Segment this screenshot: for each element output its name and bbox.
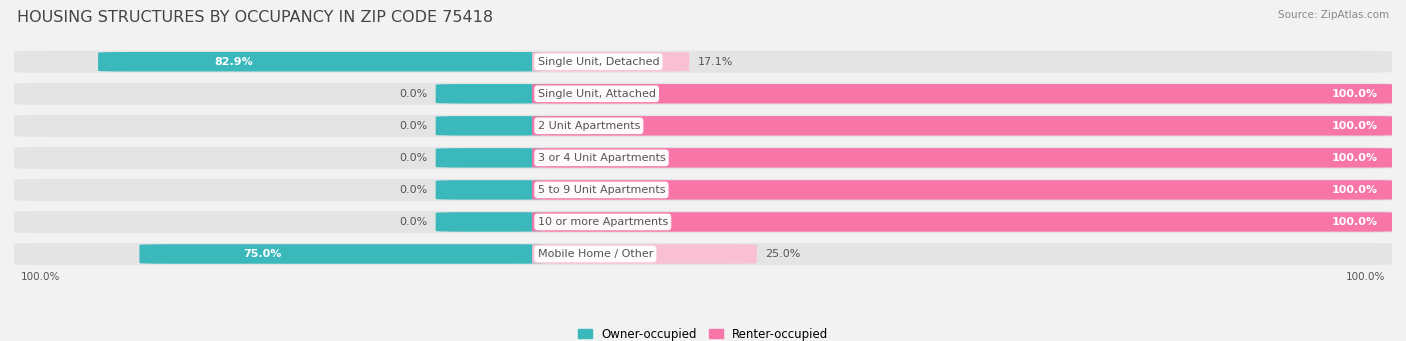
Text: Single Unit, Attached: Single Unit, Attached xyxy=(537,89,655,99)
FancyBboxPatch shape xyxy=(98,52,543,72)
FancyBboxPatch shape xyxy=(14,211,1392,233)
Text: 0.0%: 0.0% xyxy=(399,185,427,195)
FancyBboxPatch shape xyxy=(436,116,543,136)
Legend: Owner-occupied, Renter-occupied: Owner-occupied, Renter-occupied xyxy=(578,328,828,341)
Text: Source: ZipAtlas.com: Source: ZipAtlas.com xyxy=(1278,10,1389,20)
Text: 0.0%: 0.0% xyxy=(399,217,427,227)
Text: 3 or 4 Unit Apartments: 3 or 4 Unit Apartments xyxy=(537,153,665,163)
FancyBboxPatch shape xyxy=(14,51,1392,73)
FancyBboxPatch shape xyxy=(531,84,1398,104)
Text: Single Unit, Detached: Single Unit, Detached xyxy=(537,57,659,67)
FancyBboxPatch shape xyxy=(436,212,543,232)
Text: 0.0%: 0.0% xyxy=(399,153,427,163)
FancyBboxPatch shape xyxy=(436,84,543,104)
Text: 100.0%: 100.0% xyxy=(1331,217,1378,227)
FancyBboxPatch shape xyxy=(436,148,543,168)
Text: 82.9%: 82.9% xyxy=(215,57,253,67)
Text: 100.0%: 100.0% xyxy=(1331,121,1378,131)
FancyBboxPatch shape xyxy=(14,179,1392,201)
Text: 100.0%: 100.0% xyxy=(21,272,60,282)
Text: HOUSING STRUCTURES BY OCCUPANCY IN ZIP CODE 75418: HOUSING STRUCTURES BY OCCUPANCY IN ZIP C… xyxy=(17,10,494,25)
Text: 100.0%: 100.0% xyxy=(1331,89,1378,99)
Text: 75.0%: 75.0% xyxy=(243,249,283,259)
FancyBboxPatch shape xyxy=(436,180,543,199)
FancyBboxPatch shape xyxy=(14,243,1392,265)
FancyBboxPatch shape xyxy=(531,244,756,264)
Text: 0.0%: 0.0% xyxy=(399,89,427,99)
FancyBboxPatch shape xyxy=(531,180,1398,199)
Text: 100.0%: 100.0% xyxy=(1331,185,1378,195)
FancyBboxPatch shape xyxy=(14,83,1392,105)
Text: 0.0%: 0.0% xyxy=(399,121,427,131)
FancyBboxPatch shape xyxy=(14,147,1392,169)
FancyBboxPatch shape xyxy=(531,52,689,72)
Text: 100.0%: 100.0% xyxy=(1346,272,1385,282)
FancyBboxPatch shape xyxy=(531,116,1398,136)
Text: 5 to 9 Unit Apartments: 5 to 9 Unit Apartments xyxy=(537,185,665,195)
FancyBboxPatch shape xyxy=(531,212,1398,232)
Text: 25.0%: 25.0% xyxy=(765,249,800,259)
FancyBboxPatch shape xyxy=(14,115,1392,137)
Text: 2 Unit Apartments: 2 Unit Apartments xyxy=(537,121,640,131)
Text: 17.1%: 17.1% xyxy=(697,57,733,67)
Text: Mobile Home / Other: Mobile Home / Other xyxy=(537,249,652,259)
Text: 100.0%: 100.0% xyxy=(1331,153,1378,163)
FancyBboxPatch shape xyxy=(139,244,543,264)
Text: 10 or more Apartments: 10 or more Apartments xyxy=(537,217,668,227)
FancyBboxPatch shape xyxy=(531,148,1398,168)
